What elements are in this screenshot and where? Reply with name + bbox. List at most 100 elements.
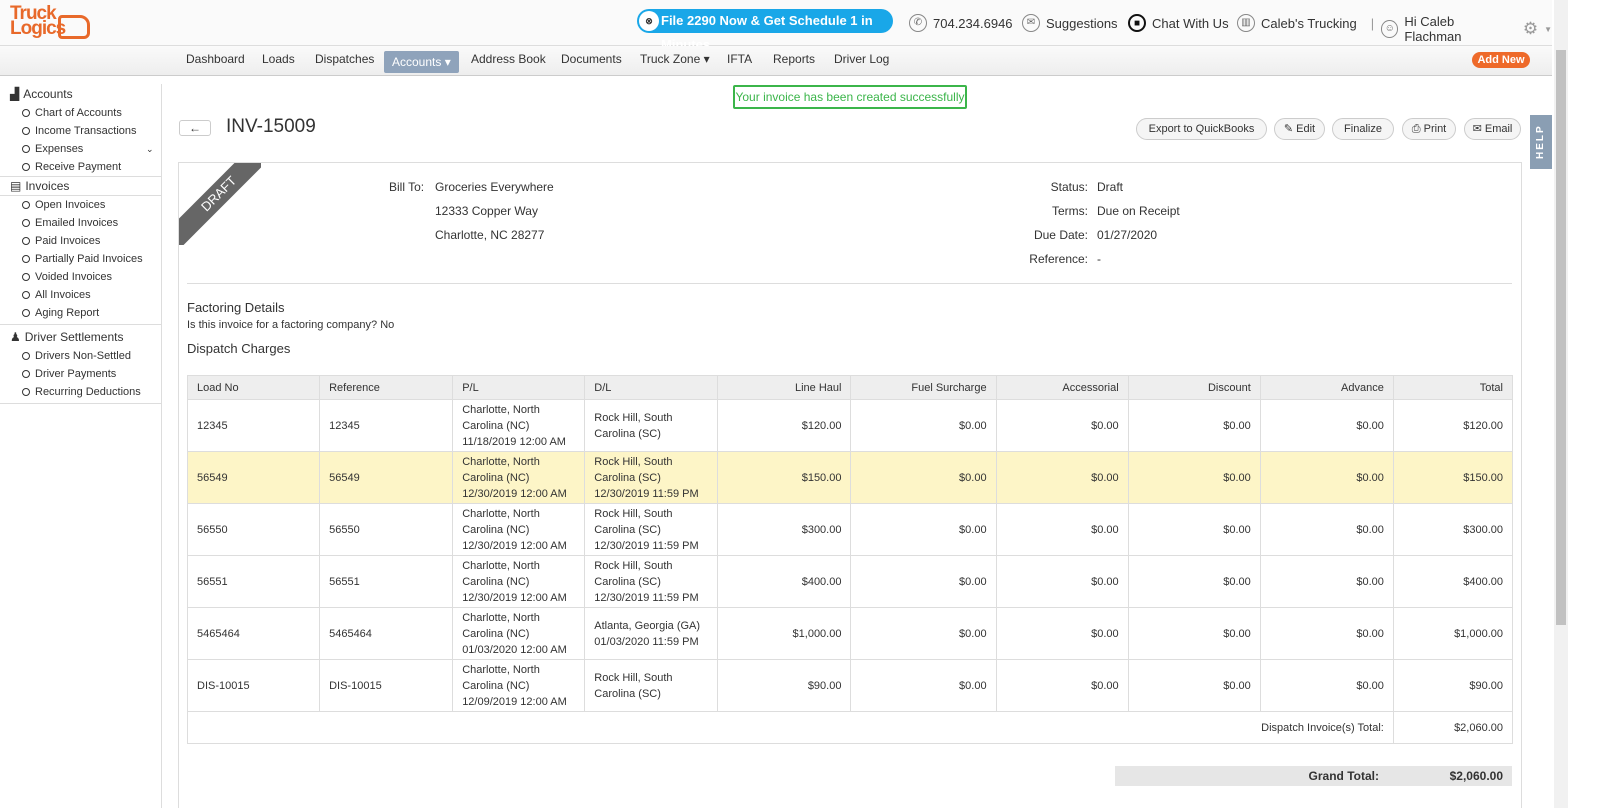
- success-toast: Your invoice has been created successful…: [733, 85, 967, 109]
- reference-label: Reference:: [1029, 252, 1088, 266]
- print-button[interactable]: ⎙ Print: [1402, 118, 1456, 140]
- invoice-icon: ▤: [10, 179, 22, 193]
- nav-reports[interactable]: Reports: [773, 52, 816, 66]
- sidebar-item-receive-payment[interactable]: Receive Payment: [0, 158, 161, 176]
- sidebar-section-accounts[interactable]: ▟ Accounts: [0, 84, 161, 104]
- nav-truck-zone[interactable]: Truck Zone ▾: [640, 52, 710, 66]
- suggestions-link[interactable]: ✉ Suggestions: [1022, 14, 1118, 32]
- table-cell: $0.00: [1259, 399, 1394, 452]
- table-cell: $0.00: [850, 399, 997, 452]
- sidebar-item-drivers-non-settled[interactable]: Drivers Non-Settled: [0, 347, 161, 365]
- column-header: Accessorial: [995, 375, 1129, 400]
- factoring-question: Is this invoice for a factoring company?…: [187, 319, 395, 331]
- nav-documents[interactable]: Documents: [561, 52, 622, 66]
- nav-driver-log[interactable]: Driver Log: [834, 52, 890, 66]
- nav-loads[interactable]: Loads: [262, 52, 295, 66]
- table-cell: 56551: [319, 555, 454, 608]
- table-cell: $1,000.00: [1392, 607, 1514, 660]
- dispatch-total-row: Dispatch Invoice(s) Total: $2,060.00: [187, 711, 1514, 744]
- table-cell: $0.00: [1127, 659, 1261, 712]
- nav-dispatches[interactable]: Dispatches: [315, 52, 375, 66]
- table-row[interactable]: 56551 56551 Charlotte, North Carolina (NC)…: [186, 555, 1514, 608]
- accounts-chart-icon: ▟: [10, 87, 20, 101]
- sidebar-item-all-invoices[interactable]: All Invoices: [0, 286, 161, 304]
- invoice-card: [178, 162, 1522, 808]
- sidebar-section-driver-settlements[interactable]: ♟ Driver Settlements: [0, 327, 161, 347]
- edit-button[interactable]: ✎ Edit: [1274, 118, 1325, 140]
- help-tab[interactable]: HELP: [1530, 115, 1552, 169]
- grand-total-label: Grand Total:: [1308, 769, 1379, 783]
- sidebar-item-voided-invoices[interactable]: Voided Invoices: [0, 268, 161, 286]
- table-cell: $1,000.00: [717, 607, 852, 660]
- table-cell: $0.00: [995, 451, 1129, 504]
- table-cell: $150.00: [1392, 451, 1514, 504]
- phone-link[interactable]: ✆ 704.234.6946: [909, 14, 1013, 32]
- scrollbar-thumb[interactable]: [1556, 50, 1566, 625]
- table-cell: 5465464: [319, 607, 454, 660]
- nav-accounts[interactable]: Accounts ▾: [384, 51, 459, 73]
- table-row[interactable]: 5465464 5465464 Charlotte, North Carolina …: [186, 607, 1514, 660]
- sidebar-item-emailed-invoices[interactable]: Emailed Invoices: [0, 214, 161, 232]
- table-cell: $0.00: [1127, 503, 1261, 556]
- nav-ifta[interactable]: IFTA: [727, 52, 753, 66]
- sidebar-item-chart-of-accounts[interactable]: Chart of Accounts: [0, 104, 161, 122]
- add-new-button[interactable]: Add New: [1472, 52, 1530, 68]
- user-menu[interactable]: ☺ Hi Caleb Flachman ⚙ ▼: [1381, 14, 1552, 44]
- table-cell: $120.00: [717, 399, 852, 452]
- table-row[interactable]: 12345 12345 Charlotte, North Carolina (NC)…: [186, 399, 1514, 452]
- sidebar-item-open-invoices[interactable]: Open Invoices: [0, 196, 161, 214]
- table-cell: Atlanta, Georgia (GA) 01/03/2020 11:59 P…: [584, 607, 719, 660]
- sidebar-item-driver-payments[interactable]: Driver Payments: [0, 365, 161, 383]
- back-button[interactable]: ←: [179, 120, 211, 136]
- building-icon: ▥: [1237, 14, 1255, 32]
- table-cell: $0.00: [850, 607, 997, 660]
- column-header: Advance: [1259, 375, 1394, 400]
- table-cell: Rock Hill, South Carolina (SC) 12/30/201…: [584, 451, 719, 504]
- chat-icon: ■: [1128, 14, 1146, 32]
- table-cell: $0.00: [1127, 555, 1261, 608]
- table-row[interactable]: 56550 56550 Charlotte, North Carolina (NC)…: [186, 503, 1514, 556]
- bill-to-city: Charlotte, NC 28277: [435, 228, 545, 242]
- status-value: Draft: [1097, 180, 1124, 194]
- company-link[interactable]: ▥ Caleb's Trucking |: [1237, 14, 1374, 32]
- draft-ribbon: DRAFT: [179, 163, 261, 245]
- nav-address-book[interactable]: Address Book: [471, 52, 546, 66]
- file-2290-promo-button[interactable]: ⊗ File 2290 Now & Get Schedule 1 in Minut…: [637, 9, 893, 52]
- divider: [0, 324, 161, 325]
- column-header: Reference: [319, 375, 454, 400]
- table-cell: $0.00: [1127, 399, 1261, 452]
- export-quickbooks-button[interactable]: Export to QuickBooks: [1136, 118, 1267, 140]
- table-cell: Rock Hill, South Carolina (SC): [584, 399, 719, 452]
- table-row[interactable]: 56549 56549 Charlotte, North Carolina (NC)…: [186, 451, 1514, 504]
- bill-to-name: Groceries Everywhere: [435, 180, 554, 194]
- sidebar-item-recurring-deductions[interactable]: Recurring Deductions: [0, 383, 161, 401]
- sidebar-section-invoices[interactable]: ▤ Invoices: [0, 176, 161, 196]
- sidebar-item-expenses[interactable]: Expenses ⌄: [0, 140, 161, 158]
- table-cell: $0.00: [1127, 607, 1261, 660]
- column-header: Line Haul: [717, 375, 852, 400]
- table-row[interactable]: DIS-10015 DIS-10015 Charlotte, North Carol…: [186, 659, 1514, 712]
- gear-icon[interactable]: ⚙: [1522, 19, 1539, 38]
- table-cell: $120.00: [1392, 399, 1514, 452]
- truck-logics-logo[interactable]: Truck Logics: [10, 4, 90, 39]
- table-cell: 56550: [186, 503, 321, 556]
- table-cell: $90.00: [1392, 659, 1514, 712]
- table-cell: $0.00: [995, 399, 1129, 452]
- terms-value: Due on Receipt: [1097, 204, 1180, 218]
- finalize-button[interactable]: Finalize: [1332, 118, 1394, 140]
- sidebar-item-paid-invoices[interactable]: Paid Invoices: [0, 232, 161, 250]
- column-header: Discount: [1127, 375, 1261, 400]
- sidebar-item-partially-paid-invoices[interactable]: Partially Paid Invoices: [0, 250, 161, 268]
- status-label: Status:: [1050, 180, 1088, 194]
- table-cell: Charlotte, North Carolina (NC) 11/18/201…: [452, 399, 586, 452]
- table-cell: Charlotte, North Carolina (NC) 12/30/201…: [452, 555, 586, 608]
- table-cell: $400.00: [1392, 555, 1514, 608]
- chat-link[interactable]: ■ Chat With Us: [1128, 14, 1229, 32]
- email-button[interactable]: ✉ Email: [1464, 118, 1521, 140]
- nav-dashboard[interactable]: Dashboard: [186, 52, 245, 66]
- sidebar-item-aging-report[interactable]: Aging Report: [0, 304, 161, 322]
- driver-icon: ♟: [10, 330, 21, 344]
- table-cell: $90.00: [717, 659, 852, 712]
- sidebar-item-income-transactions[interactable]: Income Transactions: [0, 122, 161, 140]
- dispatch-total-label: Dispatch Invoice(s) Total:: [187, 711, 1394, 744]
